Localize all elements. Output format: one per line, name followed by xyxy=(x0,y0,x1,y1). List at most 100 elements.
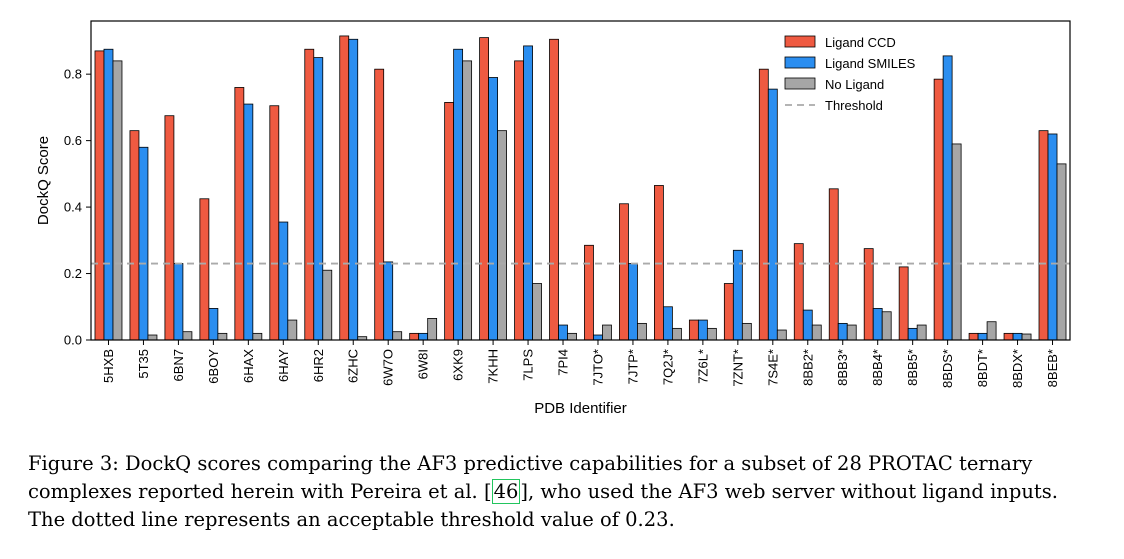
bar-no-ligand-5t35 xyxy=(147,334,158,341)
bar-no-ligand-6w7o xyxy=(392,331,403,341)
x-axis-title: PDB Identifier xyxy=(534,400,627,417)
bar-ligand-ccd-7jtp-star xyxy=(619,203,629,341)
x-tick-label: 8BB4* xyxy=(870,349,885,386)
bar-no-ligand-7q2j-star xyxy=(672,327,682,341)
bar-ligand-ccd-6xk9 xyxy=(444,102,455,341)
bar-ligand-ccd-8bb4-star xyxy=(863,248,874,341)
x-tick-label: 7PI4 xyxy=(556,349,571,376)
x-tick-label: 5T35 xyxy=(136,349,151,379)
bar-ligand-ccd-6hax xyxy=(234,87,245,341)
x-tick-label: 7Q2J* xyxy=(660,349,675,385)
caption-text-start: Figure 3: DockQ scores comparing the AF3… xyxy=(28,452,1033,503)
dockq-chart: 0.0 0.2 0.4 0.6 0.8 5HXB 5T35 6BN7 6BOY 6HAX 6HAY… xyxy=(35,20,1071,417)
bar-no-ligand-6w8i xyxy=(427,318,438,341)
x-tick-label: 8BDT* xyxy=(975,349,990,387)
bar-no-ligand-6hay xyxy=(287,319,298,341)
bar-ligand-smiles-8bb3-star xyxy=(837,322,848,341)
bar-ligand-ccd-5hxb xyxy=(94,50,105,341)
bar-no-ligand-8bb4-star xyxy=(881,311,892,341)
bar-ligand-smiles-8bb2-star xyxy=(802,309,813,341)
bar-ligand-smiles-7jtp-star xyxy=(628,263,638,341)
x-tick-label: 7KHH xyxy=(486,349,501,384)
bar-ligand-smiles-6w7o xyxy=(383,261,394,341)
legend-label-ligand-smiles: Ligand SMILES xyxy=(825,56,916,71)
y-tick-label: 0.2 xyxy=(64,266,82,281)
bar-ligand-ccd-6w7o xyxy=(374,68,385,341)
x-tick-label: 7JTP* xyxy=(625,349,640,384)
bar-ligand-ccd-8bdx-star xyxy=(1003,332,1014,341)
x-tick-label: 8BDS* xyxy=(940,349,955,388)
bar-no-ligand-6boy xyxy=(217,332,228,341)
plot-frame xyxy=(90,20,1071,341)
bar-ligand-ccd-6hay xyxy=(269,105,280,341)
bar-ligand-ccd-8bb2-star xyxy=(793,243,804,341)
bar-ligand-smiles-7lps xyxy=(523,45,533,341)
bar-ligand-smiles-6zhc xyxy=(348,38,359,341)
bar-no-ligand-6hr2 xyxy=(322,269,333,341)
x-tick-label: 8BEB* xyxy=(1045,349,1060,387)
bar-no-ligand-7pi4 xyxy=(567,332,577,341)
bar-ligand-ccd-8bb5-star xyxy=(898,266,909,341)
bar-ligand-ccd-7pi4 xyxy=(549,38,559,341)
bar-no-ligand-8bb5-star xyxy=(916,324,927,341)
y-tick-label: 0.6 xyxy=(64,133,82,148)
x-tick-label: 8BB3* xyxy=(835,349,850,386)
bar-ligand-smiles-6boy xyxy=(208,308,219,341)
legend-label-ligand-ccd: Ligand CCD xyxy=(825,35,896,50)
bar-ligand-smiles-6xk9 xyxy=(453,48,464,341)
legend: Ligand CCD Ligand SMILES No Ligand Threshol… xyxy=(784,35,916,113)
x-tick-label: 6HAY xyxy=(276,349,291,382)
bar-ligand-ccd-6hr2 xyxy=(304,48,315,341)
bar-ligand-smiles-8bds-star xyxy=(942,55,953,341)
bar-ligand-ccd-7z6l-star xyxy=(688,319,699,341)
bar-ligand-ccd-7lps xyxy=(514,60,524,341)
bar-no-ligand-8beb-star xyxy=(1056,163,1067,341)
x-tick-label: 7ZNT* xyxy=(730,349,745,387)
bar-no-ligand-8bds-star xyxy=(951,143,962,341)
bar-ligand-smiles-6hax xyxy=(243,103,254,341)
x-tick-label: 5HXB xyxy=(101,349,116,383)
bar-ligand-ccd-7s4e-star xyxy=(758,68,769,341)
legend-swatch-ligand-ccd xyxy=(784,35,816,48)
citation-link[interactable]: 46 xyxy=(491,479,521,504)
bar-no-ligand-6hax xyxy=(252,332,263,341)
bar-ligand-ccd-8bdt-star xyxy=(968,332,979,341)
bar-no-ligand-6bn7 xyxy=(182,331,193,341)
bar-ligand-smiles-7s4e-star xyxy=(767,88,778,341)
x-tick-label: 6W7O xyxy=(381,349,396,386)
x-tick-label: 8BB5* xyxy=(905,349,920,386)
legend-label-threshold: Threshold xyxy=(825,98,883,113)
x-tick-label: 6HAX xyxy=(241,349,256,383)
bar-no-ligand-8bb3-star xyxy=(846,324,857,341)
bars-layer xyxy=(94,35,1067,341)
bar-ligand-smiles-7pi4 xyxy=(558,324,568,341)
bar-no-ligand-7z6l-star xyxy=(706,327,717,341)
bar-ligand-ccd-7khh xyxy=(479,37,489,341)
x-tick-label: 7LPS xyxy=(521,349,536,381)
bar-ligand-ccd-6boy xyxy=(199,198,210,341)
bar-no-ligand-7znt-star xyxy=(741,322,752,341)
x-tick-label: 7JTO* xyxy=(590,349,605,386)
y-axis: 0.0 0.2 0.4 0.6 0.8 xyxy=(64,67,91,348)
bar-no-ligand-6xk9 xyxy=(462,60,473,341)
bar-ligand-smiles-6w8i xyxy=(418,332,429,341)
y-tick-label: 0.0 xyxy=(64,333,82,348)
bar-no-ligand-7jtp-star xyxy=(637,322,647,341)
legend-swatch-ligand-smiles xyxy=(784,56,816,69)
x-tick-label: 6W8I xyxy=(416,349,431,379)
y-axis-title: DockQ Score xyxy=(35,136,52,225)
bar-ligand-smiles-7z6l-star xyxy=(697,319,708,341)
x-tick-label: 6BN7 xyxy=(171,349,186,382)
bar-ligand-ccd-5t35 xyxy=(129,130,140,341)
x-tick-label: 6BOY xyxy=(206,349,221,384)
legend-swatch-no-ligand xyxy=(784,77,816,90)
bar-ligand-smiles-8bb5-star xyxy=(907,327,918,341)
figure-caption: Figure 3: DockQ scores comparing the AF3… xyxy=(28,452,1058,531)
x-tick-label: 6XK9 xyxy=(451,349,466,381)
bar-ligand-smiles-6hay xyxy=(278,221,289,341)
bar-no-ligand-8bdt-star xyxy=(986,321,997,341)
bar-ligand-smiles-8bdx-star xyxy=(1012,332,1023,341)
x-axis: 5HXB 5T35 6BN7 6BOY 6HAX 6HAY 6HR2 6ZHC 6W7O 6W8I… xyxy=(101,340,1060,388)
x-tick-label: 8BDX* xyxy=(1010,349,1025,388)
bar-ligand-smiles-8bb4-star xyxy=(872,308,883,341)
